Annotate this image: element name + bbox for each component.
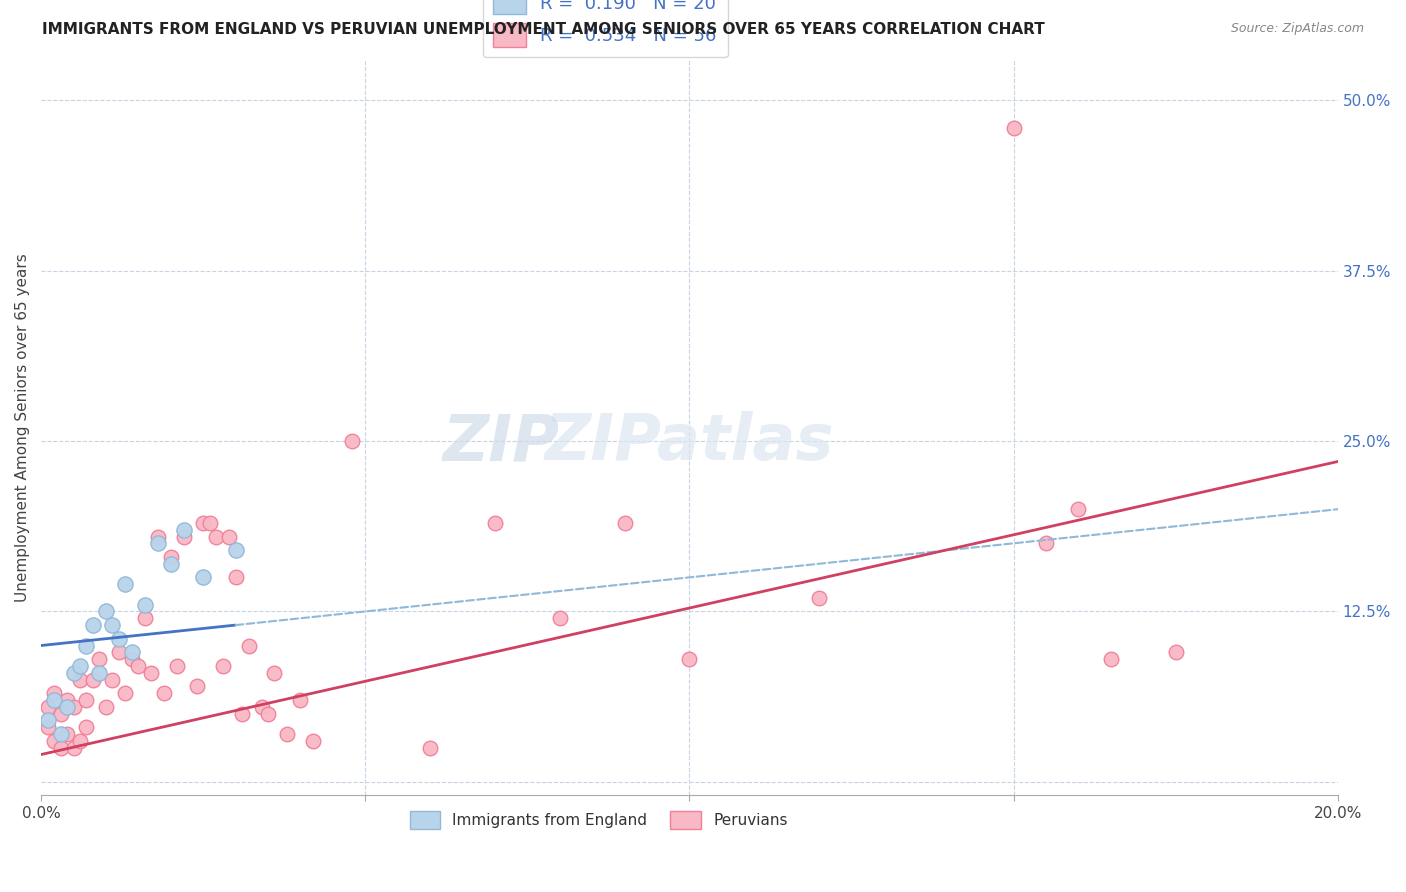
Point — [193, 516, 215, 530]
Point — [231, 706, 253, 721]
Point — [250, 699, 273, 714]
Point — [56, 699, 79, 714]
Point — [82, 673, 104, 687]
Point — [42, 734, 65, 748]
Point — [141, 665, 163, 680]
Point — [37, 720, 59, 734]
Point — [302, 734, 325, 748]
Point — [121, 652, 143, 666]
Point — [276, 727, 298, 741]
Point — [89, 652, 111, 666]
Point — [76, 639, 98, 653]
Text: ZIPatlas: ZIPatlas — [544, 411, 834, 474]
Point — [114, 686, 136, 700]
Point — [263, 665, 285, 680]
Point — [548, 611, 571, 625]
Point — [1035, 536, 1057, 550]
Point — [76, 693, 98, 707]
Point — [101, 618, 124, 632]
Point — [211, 659, 233, 673]
Point — [127, 659, 149, 673]
Point — [134, 598, 156, 612]
Point — [225, 543, 247, 558]
Point — [1164, 645, 1187, 659]
Point — [166, 659, 188, 673]
Point — [1067, 502, 1090, 516]
Point — [218, 529, 240, 543]
Point — [173, 523, 195, 537]
Point — [186, 679, 208, 693]
Point — [37, 699, 59, 714]
Point — [42, 693, 65, 707]
Point — [193, 570, 215, 584]
Text: Source: ZipAtlas.com: Source: ZipAtlas.com — [1230, 22, 1364, 36]
Point — [76, 720, 98, 734]
Point — [49, 740, 72, 755]
Point — [37, 714, 59, 728]
Point — [159, 549, 181, 564]
Point — [225, 570, 247, 584]
Point — [1002, 120, 1025, 135]
Point — [62, 699, 84, 714]
Point — [56, 693, 79, 707]
Point — [69, 659, 91, 673]
Point — [238, 639, 260, 653]
Point — [121, 645, 143, 659]
Point — [49, 706, 72, 721]
Point — [159, 557, 181, 571]
Point — [114, 577, 136, 591]
Point — [89, 665, 111, 680]
Point — [290, 693, 312, 707]
Point — [62, 740, 84, 755]
Y-axis label: Unemployment Among Seniors over 65 years: Unemployment Among Seniors over 65 years — [15, 253, 30, 602]
Point — [69, 734, 91, 748]
Point — [484, 516, 506, 530]
Point — [613, 516, 636, 530]
Point — [42, 686, 65, 700]
Point — [257, 706, 280, 721]
Point — [94, 604, 117, 618]
Point — [49, 727, 72, 741]
Point — [82, 618, 104, 632]
Point — [173, 529, 195, 543]
Point — [101, 673, 124, 687]
Point — [62, 665, 84, 680]
Point — [153, 686, 176, 700]
Point — [94, 699, 117, 714]
Point — [419, 740, 441, 755]
Point — [1099, 652, 1122, 666]
Point — [808, 591, 831, 605]
Point — [198, 516, 221, 530]
Point — [108, 645, 131, 659]
Point — [108, 632, 131, 646]
Legend: Immigrants from England, Peruvians: Immigrants from England, Peruvians — [404, 805, 794, 836]
Point — [205, 529, 228, 543]
Text: ZIP: ZIP — [443, 411, 560, 474]
Point — [56, 727, 79, 741]
Point — [146, 529, 169, 543]
Point — [342, 434, 364, 449]
Point — [69, 673, 91, 687]
Point — [134, 611, 156, 625]
Point — [678, 652, 700, 666]
Point — [146, 536, 169, 550]
Text: IMMIGRANTS FROM ENGLAND VS PERUVIAN UNEMPLOYMENT AMONG SENIORS OVER 65 YEARS COR: IMMIGRANTS FROM ENGLAND VS PERUVIAN UNEM… — [42, 22, 1045, 37]
